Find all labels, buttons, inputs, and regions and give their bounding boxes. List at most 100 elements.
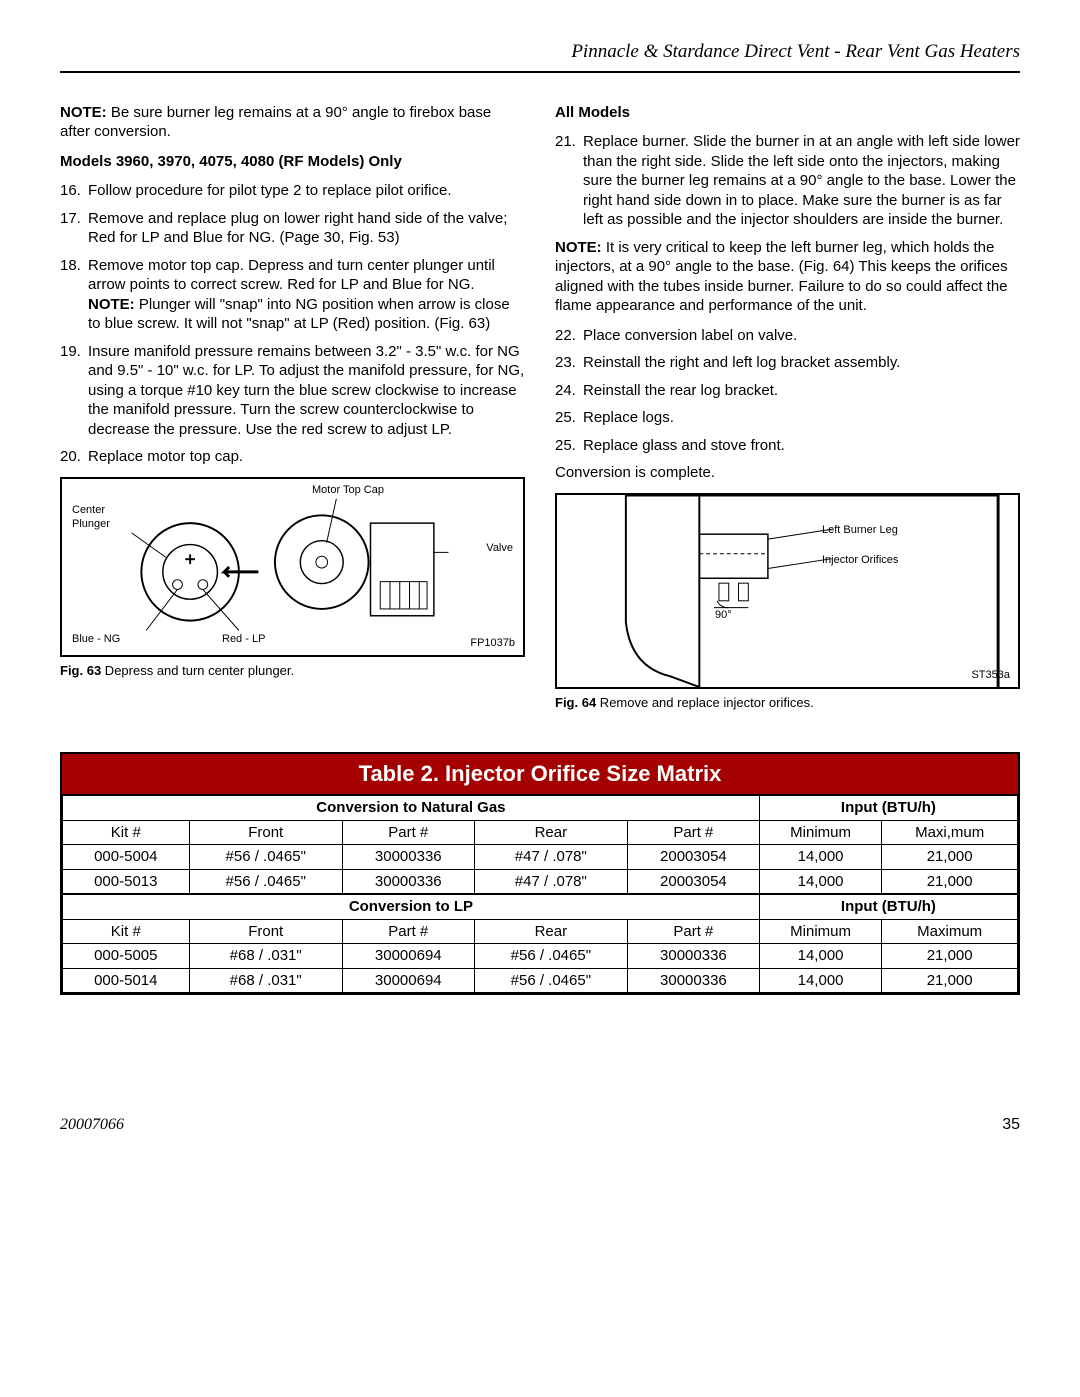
section-label: Conversion to Natural Gas [63,795,760,820]
table-header: Rear [474,919,627,944]
table-header: Minimum [759,820,882,845]
step-text: Reinstall the right and left log bracket… [583,353,1020,373]
fig64-label-injector-orifices: Injector Orifices [822,553,898,567]
fig63-label-code: FP1037b [470,636,515,650]
fig63-label-valve: Valve [486,541,513,555]
table-cell: 14,000 [759,968,882,993]
table-cell: 30000336 [342,845,474,870]
table-cell: 30000694 [342,944,474,969]
content-columns: NOTE: Be sure burner leg remains at a 90… [60,103,1020,712]
table-header: Front [189,820,342,845]
figure-63-svg [72,489,513,645]
table-cell: 14,000 [759,845,882,870]
section-label: Conversion to LP [63,894,760,919]
table-cell: #56 / .0465" [189,869,342,894]
table-cell: #68 / .031" [189,968,342,993]
table-row: 000-5014 #68 / .031" 30000694 #56 / .046… [63,968,1018,993]
table-row: 000-5005 #68 / .031" 30000694 #56 / .046… [63,944,1018,969]
step-text: Place conversion label on valve. [583,326,1020,346]
section-input-label: Input (BTU/h) [759,894,1017,919]
step-number: 21. [555,132,583,230]
right-column: All Models 21. Replace burner. Slide the… [555,103,1020,712]
table-header: Part # [342,820,474,845]
table-cell: 14,000 [759,869,882,894]
note-label: NOTE: [60,104,107,121]
figure-64-caption: Fig. 64 Remove and replace injector orif… [555,695,1020,712]
fig64-label-angle: 90° [715,608,732,622]
table-header-row: Kit # Front Part # Rear Part # Minimum M… [63,919,1018,944]
step-number: 25. [555,408,583,428]
note-paragraph: NOTE: Be sure burner leg remains at a 90… [60,103,525,142]
fig63-label-blue-ng: Blue - NG [72,632,120,646]
step-25a: 25. Replace logs. [555,408,1020,428]
step-22: 22. Place conversion label on valve. [555,326,1020,346]
table-cell: 30000336 [627,968,759,993]
section-input-label: Input (BTU/h) [759,795,1017,820]
step-17: 17. Remove and replace plug on lower rig… [60,209,525,248]
table-cell: #47 / .078" [474,869,627,894]
models-subheading: Models 3960, 3970, 4075, 4080 (RF Models… [60,152,525,172]
table-cell: 21,000 [882,944,1018,969]
left-column: NOTE: Be sure burner leg remains at a 90… [60,103,525,712]
step-number: 17. [60,209,88,248]
table-header: Maxi,mum [882,820,1018,845]
fig63-label-center-plunger: Center Plunger [72,503,110,532]
fig63-label-red-lp: Red - LP [222,632,265,646]
note-paragraph-right: NOTE: It is very critical to keep the le… [555,238,1020,316]
step-text: Replace motor top cap. [88,447,525,467]
step-text: Remove motor top cap. Depress and turn c… [88,256,525,334]
table-cell: 000-5005 [63,944,190,969]
table-header: Maximum [882,919,1018,944]
orifice-data-table: Conversion to Natural Gas Input (BTU/h) … [62,794,1018,993]
table-header: Minimum [759,919,882,944]
table-header: Kit # [63,820,190,845]
step-text: Insure manifold pressure remains between… [88,342,525,440]
step-20: 20. Replace motor top cap. [60,447,525,467]
table-cell: #56 / .0465" [189,845,342,870]
step-21: 21. Replace burner. Slide the burner in … [555,132,1020,230]
table-section-lp: Conversion to LP Input (BTU/h) [63,894,1018,919]
page-number: 35 [1002,1115,1020,1136]
table-cell: 20003054 [627,845,759,870]
step-text: Follow procedure for pilot type 2 to rep… [88,181,525,201]
table-row: 000-5004 #56 / .0465" 30000336 #47 / .07… [63,845,1018,870]
table-cell: 21,000 [882,968,1018,993]
table-cell: 30000336 [627,944,759,969]
figure-64: Left Burner Leg Injector Orifices 90° ST… [555,493,1020,689]
document-number: 20007066 [60,1115,124,1136]
step-text: Replace logs. [583,408,1020,428]
table-title: Table 2. Injector Orifice Size Matrix [62,754,1018,795]
note-label: NOTE: [555,239,602,256]
step-25b: 25. Replace glass and stove front. [555,436,1020,456]
step-23: 23. Reinstall the right and left log bra… [555,353,1020,373]
orifice-table: Table 2. Injector Orifice Size Matrix Co… [60,752,1020,996]
table-header: Part # [627,919,759,944]
fig64-label-code: ST353a [971,668,1010,682]
step-number: 20. [60,447,88,467]
table-cell: #47 / .078" [474,845,627,870]
step-number: 23. [555,353,583,373]
table-cell: 21,000 [882,869,1018,894]
step-text: Remove and replace plug on lower right h… [88,209,525,248]
step-24: 24. Reinstall the rear log bracket. [555,381,1020,401]
step-16: 16. Follow procedure for pilot type 2 to… [60,181,525,201]
page-header: Pinnacle & Stardance Direct Vent - Rear … [60,40,1020,73]
step-18: 18. Remove motor top cap. Depress and tu… [60,256,525,334]
table-cell: 20003054 [627,869,759,894]
table-cell: 30000336 [342,869,474,894]
table-cell: 000-5014 [63,968,190,993]
step-number: 16. [60,181,88,201]
page-footer: 20007066 35 [60,1115,1020,1136]
table-cell: 30000694 [342,968,474,993]
all-models-subheading: All Models [555,103,1020,123]
table-cell: 21,000 [882,845,1018,870]
table-header: Front [189,919,342,944]
figure-63: Motor Top Cap Center Plunger Valve Blue … [60,477,525,657]
table-header: Rear [474,820,627,845]
step-number: 22. [555,326,583,346]
note-text: Be sure burner leg remains at a 90° angl… [60,104,491,141]
table-cell: #68 / .031" [189,944,342,969]
fig64-label-left-burner-leg: Left Burner Leg [822,523,898,537]
table-header-row: Kit # Front Part # Rear Part # Minimum M… [63,820,1018,845]
fig63-label-motor-top-cap: Motor Top Cap [312,483,384,497]
